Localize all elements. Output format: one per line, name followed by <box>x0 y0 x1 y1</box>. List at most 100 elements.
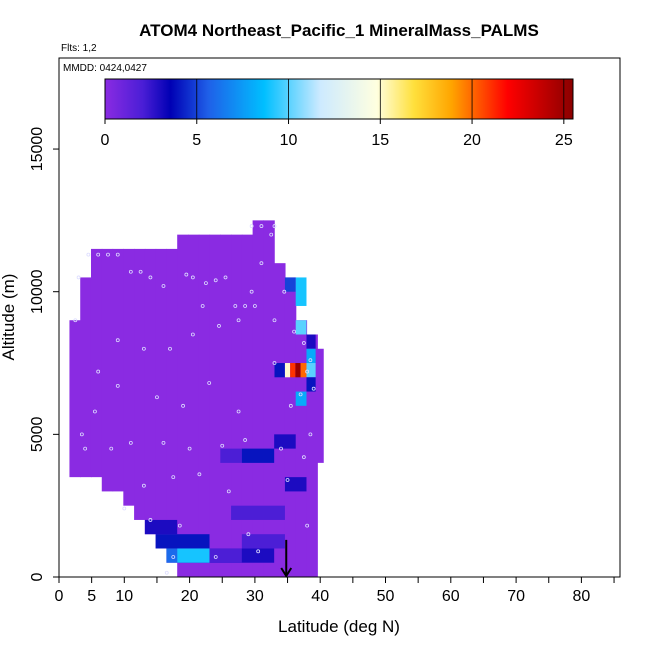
sample-point <box>233 304 238 308</box>
sample-point <box>220 443 225 448</box>
sample-point <box>190 332 195 337</box>
heat-cell <box>220 448 242 463</box>
sample-point <box>249 289 254 294</box>
dates-label: MMDD: 0424,0427 <box>63 63 147 74</box>
colorbar-tick-label: 20 <box>463 132 481 149</box>
heat-column <box>112 248 124 492</box>
heat-column <box>134 248 146 520</box>
sample-point <box>128 441 133 445</box>
sample-point <box>236 409 241 414</box>
sample-point <box>161 284 166 288</box>
sample-point <box>128 269 133 274</box>
x-tick-label: 10 <box>115 588 133 605</box>
x-tick-label: 5 <box>87 588 96 605</box>
sample-point <box>115 252 120 257</box>
heat-column <box>187 234 200 577</box>
colorbar-bar <box>104 78 574 120</box>
sample-point <box>86 252 91 257</box>
heat-cell <box>300 363 307 378</box>
heatmap-cells <box>69 220 324 577</box>
heat-column <box>177 234 189 577</box>
heat-cell <box>155 534 210 549</box>
sample-point <box>272 224 277 228</box>
sample-point <box>269 232 274 237</box>
x-tick-label: 50 <box>377 588 395 605</box>
sample-point <box>246 532 251 537</box>
sample-point <box>308 432 313 437</box>
y-tick-label: 0 <box>29 572 46 581</box>
heat-column <box>295 320 308 577</box>
x-tick-label: 60 <box>442 588 460 605</box>
sample-point <box>171 555 176 559</box>
heat-cell <box>166 548 178 563</box>
sample-point <box>96 369 101 374</box>
heat-cell <box>241 448 275 463</box>
colorbar: 0 5 10 15 20 25 <box>101 78 574 149</box>
sample-point <box>217 324 221 328</box>
sample-point <box>155 395 159 400</box>
sample-point <box>282 289 287 294</box>
sample-point <box>141 346 146 351</box>
sample-point <box>115 383 120 388</box>
x-tick-label: 0 <box>55 588 64 605</box>
sample-point <box>181 403 185 408</box>
sample-point <box>76 275 81 280</box>
sample-point <box>301 341 306 345</box>
heat-column <box>315 348 324 463</box>
sample-point <box>177 523 182 528</box>
sample-point <box>141 483 146 488</box>
heat-cell <box>295 277 307 306</box>
heat-column <box>306 334 318 577</box>
sample-point <box>285 478 290 482</box>
heat-cell <box>290 363 296 378</box>
heat-cell <box>209 548 242 563</box>
heat-cell <box>306 377 316 392</box>
heat-column <box>166 248 178 563</box>
sample-point <box>187 446 192 451</box>
sample-point <box>79 432 84 437</box>
sample-point <box>308 358 313 363</box>
heat-column <box>69 320 81 478</box>
sample-point <box>148 275 153 280</box>
y-tick-label: 15000 <box>29 127 46 172</box>
heat-cell <box>284 477 307 492</box>
x-axis: 0 5 10 20 30 40 50 60 70 80 <box>55 577 615 605</box>
heat-cell <box>306 363 316 378</box>
sample-point <box>213 555 218 559</box>
heat-column <box>123 248 135 506</box>
sample-point <box>164 570 169 575</box>
x-tick-label: 70 <box>507 588 525 605</box>
sample-point <box>204 281 208 286</box>
sample-point <box>256 549 261 554</box>
sample-point <box>305 523 310 528</box>
sample-point <box>236 318 241 323</box>
heat-cell <box>274 434 296 449</box>
heat-cell <box>284 363 291 378</box>
colorbar-tick-label: 25 <box>555 132 573 149</box>
colorbar-tick-label: 10 <box>280 132 298 149</box>
x-tick-label: 20 <box>181 588 199 605</box>
sample-point <box>243 304 248 308</box>
sample-point <box>301 455 306 460</box>
y-axis-label: Altitude (m) <box>0 274 18 361</box>
heat-column <box>209 234 221 577</box>
sample-point <box>184 272 189 277</box>
heat-cell <box>231 505 285 520</box>
sample-point <box>83 446 88 451</box>
sample-point <box>200 304 205 308</box>
sample-point <box>148 518 153 522</box>
sample-point <box>305 369 310 374</box>
heat-cell <box>177 548 210 563</box>
heat-column <box>231 234 243 577</box>
arrow-head <box>280 567 293 578</box>
sample-point <box>249 224 254 228</box>
heat-cell <box>295 391 307 406</box>
sample-point <box>226 489 231 494</box>
sample-point <box>292 329 296 334</box>
sample-point <box>96 252 101 257</box>
heat-cell <box>306 334 316 349</box>
heat-column <box>284 277 297 577</box>
sample-point <box>122 506 127 511</box>
sample-point <box>106 252 110 257</box>
